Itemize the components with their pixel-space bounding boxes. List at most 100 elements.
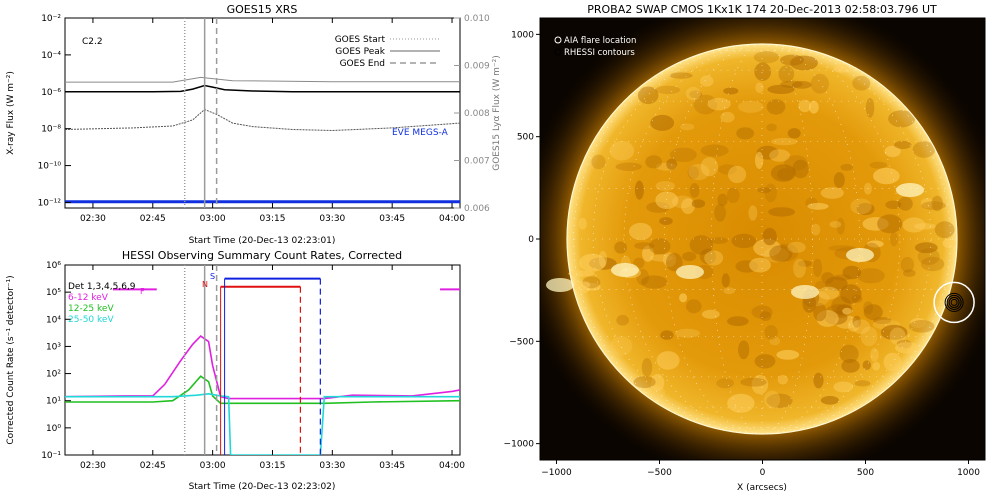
hessi-panel-title: HESSI Observing Summary Count Rates, Cor… [122,249,402,262]
solar-texture-blob [777,374,788,385]
goes-x-tick-label: 02:30 [80,214,106,224]
hessi-series-6-12-kev [65,335,460,400]
solar-texture-blob [656,351,680,370]
solar-texture-blob [748,205,758,221]
goes-panel-title: GOES15 XRS [227,3,298,16]
swap-legend-aia: AIA flare location [564,36,636,46]
goes-axes: 02:30 02:45 03:00 03:15 03:30 03:45 04:00 10⁻² 1… [38,14,490,224]
solar-texture-blob [645,155,663,169]
solar-texture-blob [857,268,885,284]
solar-texture-blob [820,187,844,199]
solar-texture-blob [877,214,903,234]
solar-texture-blob [740,377,767,387]
hessi-x-tick-label: 03:30 [319,461,345,471]
hessi-legend-12-25: 12-25 keV [68,304,114,314]
solar-texture-blob [737,100,764,113]
solar-texture-blob [767,84,795,94]
solar-texture-blob [615,162,642,171]
solar-texture-blob [787,241,806,253]
solar-texture-blob [768,207,795,217]
solar-texture-blob [856,202,875,216]
solar-texture-blob [900,256,915,273]
solar-texture-blob [650,254,674,262]
solar-texture-blob [902,217,926,233]
solar-texture-blob [685,299,702,314]
solar-texture-blob [688,163,710,181]
solar-texture [546,51,956,413]
hessi-legend-title: Det 1,3,4,5,6,9 [68,282,136,292]
hessi-x-tick-label: 02:30 [80,461,106,471]
swap-y-tick-label: −1000 [504,440,535,450]
hessi-plot-frame [64,264,461,456]
solar-texture-blob [873,317,892,324]
solar-texture-blob [852,315,862,328]
solar-texture-blob [751,305,773,319]
solar-texture-blob [852,319,871,335]
solar-texture-blob [764,390,781,409]
solar-texture-blob [751,374,769,395]
hessi-y-tick-label: 10⁻¹ [41,451,61,461]
solar-texture-blob [840,284,862,304]
hessi-x-tick-label: 04:00 [439,461,465,471]
hessi-legend-25-50: 25-50 keV [68,315,114,325]
solar-texture-blob [755,151,764,169]
solar-texture-blob [817,286,840,300]
solar-texture-blob [728,165,747,184]
hessi-x-tick-label: 03:15 [260,461,286,471]
solar-texture-blob [934,221,955,239]
longitude-line [573,43,763,435]
solar-texture-blob [833,274,852,281]
hessi-flag-label-s: S [210,272,215,281]
solar-texture-blob [691,199,706,208]
solar-texture-blob [769,149,790,162]
solar-texture-blob [598,250,608,268]
solar-texture-blob [655,191,679,210]
solar-texture-blob [791,81,812,89]
solar-texture-blob [685,86,701,101]
goes-y2-tick-label: 0.007 [464,157,490,167]
goes-y-tick-label: 10⁻¹² [38,198,62,208]
solar-texture-blob [914,223,936,230]
swap-x-label: X (arcsecs) [737,483,787,493]
solar-texture-blob [714,203,726,222]
goes-x-tick-label: 04:00 [439,214,465,224]
solar-texture-blob [793,258,806,278]
heliographic-grid [567,43,957,435]
hessi-data-layer [65,265,460,455]
goes-legend-start: GOES Start [335,35,386,45]
solar-texture-blob [790,55,818,71]
solar-texture-blob [721,273,730,288]
solar-texture-blob [842,265,862,280]
hessi-series-25-50-kev [65,392,460,455]
solar-texture-blob [766,393,793,408]
solar-texture-blob [798,99,812,113]
hessi-panel: HESSI Observing Summary Count Rates, Cor… [6,249,465,492]
goes-plot-frame [64,17,461,209]
solar-texture-blob [763,247,789,263]
solar-texture-blob [865,98,875,118]
solar-texture-blob [813,302,827,322]
solar-texture-blob [633,376,656,389]
solar-texture-blob [872,361,881,371]
solar-texture-blob [666,252,683,272]
solar-texture-blob [753,51,780,64]
goes-legend-peak: GOES Peak [335,47,385,57]
solar-texture-blob [641,275,668,289]
solar-texture-blob [811,223,821,236]
longitude-line [761,43,813,435]
solar-texture-blob [609,140,635,161]
solar-texture-blob [689,90,703,99]
swap-panel-title: PROBA2 SWAP CMOS 1Kx1K 174 20-Dec-2013 0… [587,3,937,16]
solar-texture-blob [689,235,713,255]
swap-x-tick-label: −1000 [541,468,572,478]
solar-texture-blob [681,198,695,215]
longitude-line [711,43,763,435]
hessi-x-tick-label: 03:45 [379,461,405,471]
hessi-flag-label-f: F [140,287,145,296]
solar-texture-blob [852,75,871,91]
solar-texture-blob [680,123,695,131]
hessi-flag-label-n: N [202,280,208,289]
solar-texture-blob [651,373,665,392]
solar-texture-blob [578,217,587,230]
